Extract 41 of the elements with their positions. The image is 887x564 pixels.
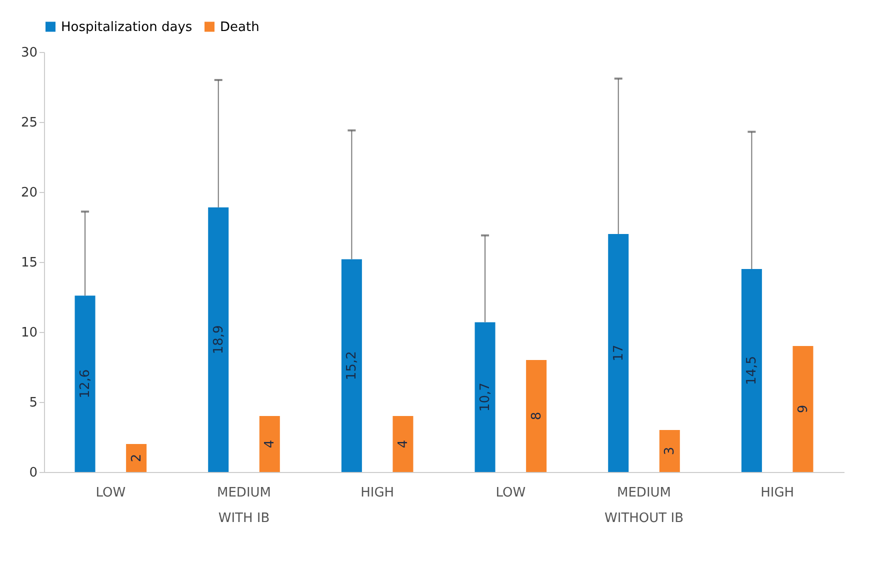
data-label: 3 bbox=[662, 446, 678, 456]
bar bbox=[259, 416, 280, 472]
bar bbox=[126, 444, 147, 472]
data-label: 18,9 bbox=[211, 325, 226, 354]
legend-label: Death bbox=[220, 20, 260, 35]
x-tick-label: MEDIUM bbox=[216, 486, 272, 500]
x-tick-label: LOW bbox=[96, 486, 126, 500]
bar bbox=[74, 296, 96, 472]
data-label: 2 bbox=[129, 454, 144, 462]
bar bbox=[392, 416, 414, 472]
bar bbox=[208, 207, 229, 472]
x-tick-label: HIGH bbox=[360, 486, 394, 500]
bar bbox=[741, 269, 762, 472]
data-label: 15,2 bbox=[344, 351, 360, 380]
data-label: 14,5 bbox=[744, 356, 760, 385]
x-tick-label: MEDIUM bbox=[616, 486, 672, 500]
y-tick-label: 25 bbox=[20, 116, 38, 130]
bar bbox=[608, 234, 629, 472]
bar bbox=[526, 360, 547, 472]
y-tick-label: 0 bbox=[29, 466, 38, 480]
data-label: 4 bbox=[396, 440, 411, 448]
data-label: 4 bbox=[262, 440, 278, 448]
data-label: 9 bbox=[796, 404, 811, 414]
x-tick-label: LOW bbox=[496, 486, 526, 500]
y-tick-label: 5 bbox=[29, 396, 38, 410]
data-label: 8 bbox=[529, 412, 544, 420]
text: WITH IB bbox=[218, 511, 270, 526]
legend-label: Hospitalization days bbox=[61, 20, 192, 35]
y-tick-label: 15 bbox=[20, 256, 38, 270]
y-tick-label: 10 bbox=[20, 326, 38, 340]
y-tick-label: 30 bbox=[20, 46, 38, 60]
text: WITHOUT IB bbox=[604, 511, 684, 526]
x-tick-label: HIGH bbox=[760, 486, 794, 500]
data-label: 12,6 bbox=[78, 369, 94, 398]
bar bbox=[659, 430, 680, 472]
bar bbox=[792, 346, 814, 472]
data-label: 17 bbox=[611, 344, 626, 362]
y-tick-label: 20 bbox=[20, 186, 38, 200]
data-label: 10,7 bbox=[478, 382, 494, 412]
bar bbox=[341, 259, 362, 472]
bar bbox=[474, 322, 496, 472]
